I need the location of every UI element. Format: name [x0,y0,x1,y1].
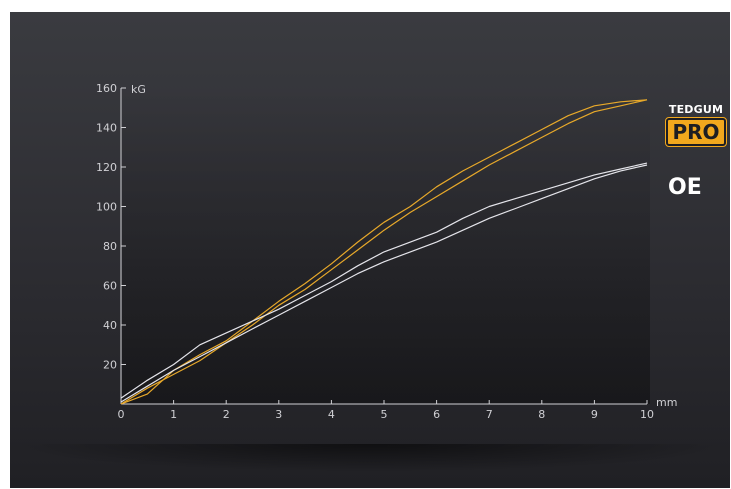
plot-area [122,88,650,404]
x-axis-label: mm [656,396,677,409]
brand-name: TEDGUM [668,103,724,116]
x-tick-label: 1 [170,408,177,421]
series-line-pro-1 [120,99,648,405]
x-tick-label: 0 [118,408,125,421]
x-tick-label: 8 [538,408,545,421]
y-tick-label: 60 [103,280,117,293]
series-lines [120,99,648,405]
series-line-oe-1 [120,162,648,399]
x-tick-label: 9 [591,408,598,421]
x-tick-label: 6 [433,408,440,421]
y-tick-label: 80 [103,240,117,253]
y-tick-label: 120 [96,161,117,174]
y-tick-label: 40 [103,319,117,332]
x-tick-label: 7 [486,408,493,421]
tick-labels: 20 40 60 80 100 120 140 160 0 1 2 3 4 5 6 7 8 9 10 [96,82,654,421]
brand-logo: TEDGUM PRO [665,103,727,147]
series-line-pro-2 [120,99,648,405]
y-tick-label: 20 [103,359,117,372]
chart-panel: 20 40 60 80 100 120 140 160 0 1 2 3 4 5 6 7 8 9 10 kG mm T… [10,12,730,488]
x-tick-label: 2 [223,408,230,421]
x-tick-label: 4 [328,408,335,421]
oe-series-label: OE [668,175,702,200]
x-tick-label: 3 [275,408,282,421]
series-line-oe-2 [120,164,648,403]
x-tick-label: 10 [640,408,654,421]
y-axis-label: kG [131,83,146,96]
y-tick-label: 100 [96,201,117,214]
line-chart: 20 40 60 80 100 120 140 160 0 1 2 3 4 5 6 7 8 9 10 kG mm [96,82,677,421]
x-tick-label: 5 [381,408,388,421]
y-tick-label: 140 [96,122,117,135]
brand-badge-pro: PRO [665,117,727,147]
y-tick-label: 160 [96,82,117,95]
panel-shadow [10,444,730,472]
